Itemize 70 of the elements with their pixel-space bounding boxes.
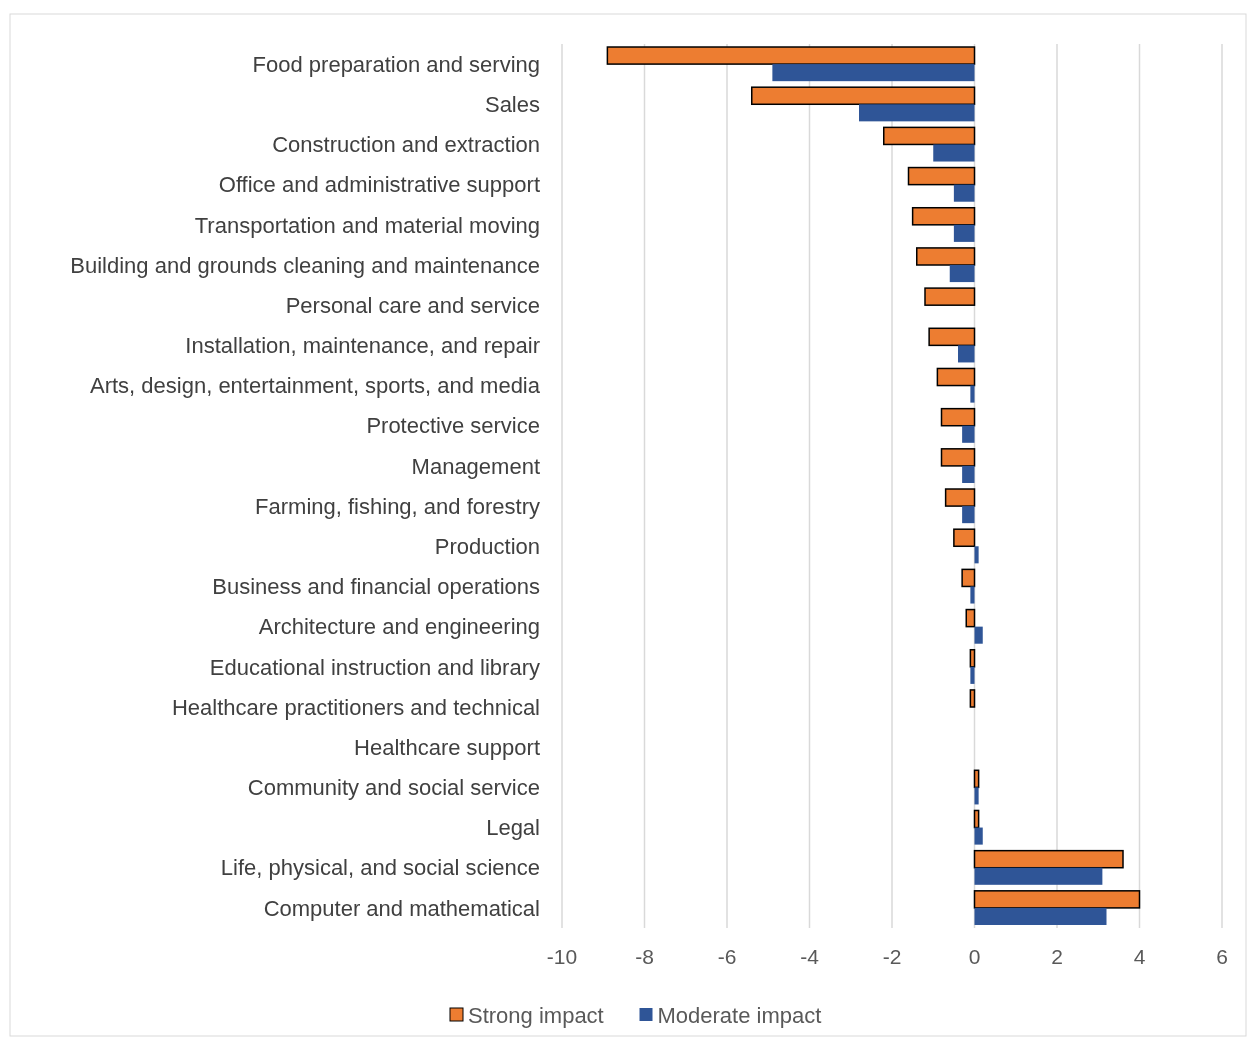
bar: [974, 827, 983, 845]
legend-label: Strong impact: [468, 1002, 604, 1028]
y-tick-label: Food preparation and serving: [252, 51, 540, 77]
bar: [953, 184, 975, 202]
bar: [974, 546, 979, 564]
y-tick-label: Management: [411, 453, 540, 479]
y-tick-label: Healthcare support: [354, 734, 540, 760]
x-tick-label: -4: [800, 945, 820, 968]
bar: [949, 265, 975, 283]
y-tick-label: Architecture and engineering: [258, 614, 540, 640]
bar: [974, 626, 983, 644]
bar: [974, 867, 1103, 885]
y-tick-label: Production: [434, 533, 540, 559]
y-tick-label: Life, physical, and social science: [220, 855, 540, 881]
y-tick-label: Farming, fishing, and forestry: [255, 493, 540, 519]
x-tick-label: -2: [882, 945, 902, 968]
bar: [973, 890, 1141, 909]
y-tick-label: Business and financial operations: [212, 574, 540, 600]
bar: [974, 907, 1107, 925]
bar: [883, 126, 976, 146]
bar: [970, 586, 975, 604]
bar: [933, 144, 975, 162]
y-tick-label: Healthcare practitioners and technical: [171, 694, 540, 720]
bar: [961, 568, 976, 588]
bar: [974, 787, 979, 805]
bar: [751, 86, 976, 106]
bar: [962, 506, 975, 524]
y-tick-label: Community and social service: [247, 775, 540, 801]
bar: [911, 206, 976, 226]
bar: [962, 425, 975, 443]
x-tick-label: 2: [1051, 945, 1063, 968]
x-tick-label: 4: [1133, 945, 1146, 968]
x-tick-label: -6: [717, 945, 737, 968]
y-tick-label: Transportation and material moving: [194, 212, 540, 238]
bar: [916, 247, 976, 266]
bar: [606, 46, 976, 65]
y-tick-label: Office and administrative support: [218, 172, 540, 198]
bar: [970, 666, 975, 684]
bar: [928, 327, 976, 347]
bar: [772, 64, 975, 82]
bar: [940, 448, 976, 467]
y-tick-label: Legal: [486, 815, 540, 841]
y-tick-label: Computer and mathematical: [263, 895, 540, 921]
y-tick-label: Arts, design, entertainment, sports, and media: [89, 373, 541, 399]
bar: [936, 367, 976, 387]
bar: [969, 689, 976, 708]
bar: [958, 345, 975, 363]
bar: [970, 385, 975, 403]
bar: [859, 104, 975, 122]
bar: [965, 608, 976, 628]
y-tick-label: Protective service: [366, 413, 540, 439]
legend-label: Moderate impact: [657, 1002, 822, 1028]
y-tick-label: Personal care and service: [285, 292, 540, 318]
x-tick-label: -10: [546, 945, 578, 968]
bar: [907, 166, 976, 186]
y-tick-label: Sales: [484, 91, 540, 117]
bar: [940, 407, 976, 427]
y-tick-label: Construction and extraction: [272, 132, 540, 158]
bar: [953, 224, 975, 242]
x-tick-label: 0: [968, 945, 981, 968]
y-tick-label: Educational instruction and library: [209, 654, 540, 680]
bar: [953, 528, 976, 548]
bar: [973, 849, 1124, 869]
x-tick-label: 6: [1216, 945, 1228, 968]
bar: [944, 488, 976, 507]
y-tick-label: Installation, maintenance, and repair: [185, 333, 540, 359]
bar: [924, 287, 976, 306]
x-tick-label: -8: [635, 945, 654, 968]
bar: [962, 465, 975, 483]
y-tick-label: Building and grounds cleaning and maintenance: [70, 252, 540, 278]
